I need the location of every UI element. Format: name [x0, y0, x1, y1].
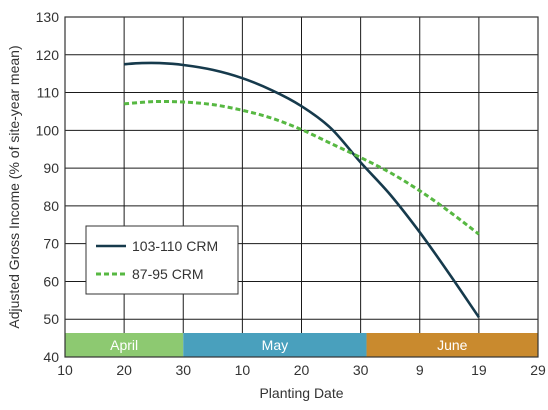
x-tick-label: 29 — [530, 362, 546, 378]
legend: 103-110 CRM 87-95 CRM — [85, 225, 239, 295]
series-lines — [123, 61, 480, 319]
month-band-april — [65, 333, 184, 357]
legend-box — [85, 225, 239, 295]
series-line-87-95-crm — [123, 99, 480, 236]
x-tick-labels: 10 20 30 10 20 30 9 19 29 — [57, 362, 546, 378]
x-axis-label: Planting Date — [259, 385, 343, 401]
y-tick-label: 60 — [43, 273, 59, 289]
x-tick-label: 10 — [57, 362, 73, 378]
legend-label-87-95-crm: 87-95 CRM — [132, 266, 204, 282]
legend-label-103-110-crm: 103-110 CRM — [132, 238, 218, 254]
month-band-june — [366, 333, 538, 357]
x-tick-label: 30 — [175, 362, 191, 378]
grid — [65, 17, 538, 333]
x-tick-label: 20 — [294, 362, 310, 378]
y-tick-label: 100 — [36, 122, 60, 138]
x-tick-label: 20 — [116, 362, 132, 378]
x-tick-label: 30 — [353, 362, 369, 378]
y-tick-label: 50 — [43, 311, 59, 327]
month-band-may — [183, 333, 367, 357]
month-band-label: June — [437, 337, 468, 353]
y-tick-label: 110 — [37, 85, 60, 101]
month-band-label: May — [262, 337, 288, 353]
y-tick-label: 120 — [36, 47, 60, 63]
series-line-103-110-crm — [124, 61, 480, 319]
x-tick-label: 10 — [235, 362, 251, 378]
month-band-label: April — [110, 337, 138, 353]
y-axis-label: Adjusted Gross Income (% of site-year me… — [6, 45, 22, 328]
y-tick-labels: 40 50 60 70 80 90 100 110 120 130 — [36, 9, 60, 365]
y-tick-label: 130 — [36, 9, 60, 25]
y-tick-label: 80 — [43, 198, 59, 214]
y-tick-label: 40 — [43, 349, 59, 365]
x-tick-label: 19 — [471, 362, 487, 378]
y-tick-label: 90 — [43, 160, 59, 176]
y-tick-label: 70 — [43, 236, 59, 252]
plot-frame — [64, 16, 539, 358]
month-bands: April May June — [65, 333, 538, 357]
x-tick-label: 9 — [416, 362, 424, 378]
